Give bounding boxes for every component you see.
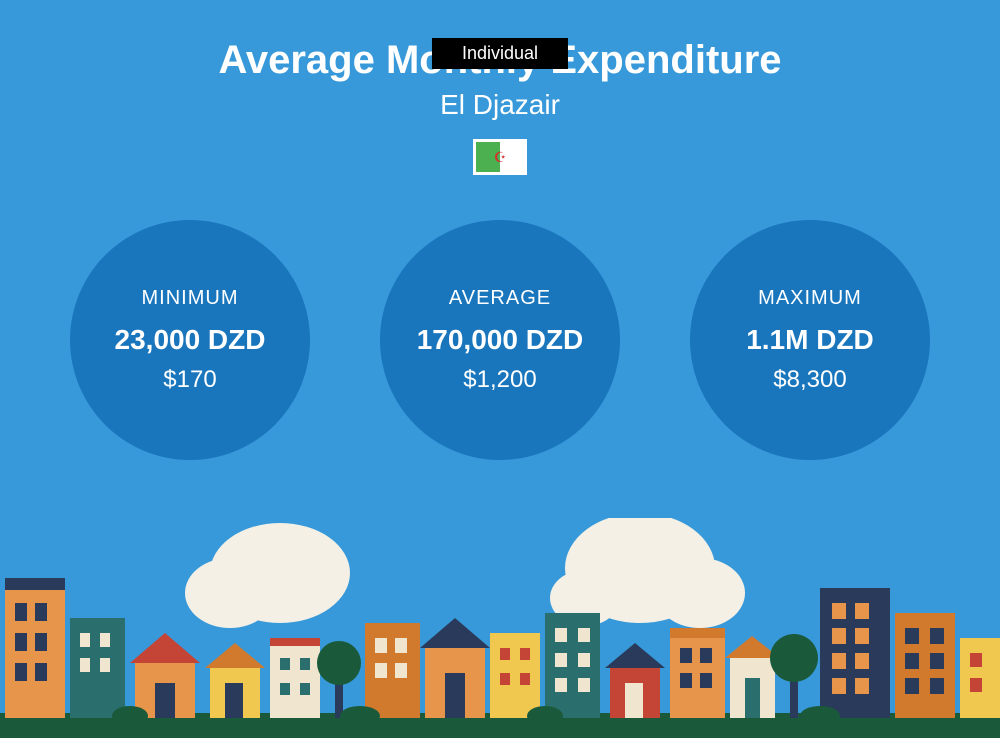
flag-container: ☪ <box>0 139 1000 175</box>
stats-row: MINIMUM 23,000 DZD $170 AVERAGE 170,000 … <box>0 220 1000 460</box>
stat-average: AVERAGE 170,000 DZD $1,200 <box>380 220 620 460</box>
stat-sub-value: $170 <box>163 366 216 394</box>
stat-maximum: MAXIMUM 1.1M DZD $8,300 <box>690 220 930 460</box>
stat-label: MAXIMUM <box>758 287 862 310</box>
stat-label: AVERAGE <box>449 287 551 310</box>
stat-sub-value: $8,300 <box>773 366 846 394</box>
category-badge: Individual <box>432 38 568 69</box>
flag-emblem-icon: ☪ <box>494 150 507 164</box>
stat-main-value: 170,000 DZD <box>417 324 584 356</box>
stat-minimum: MINIMUM 23,000 DZD $170 <box>70 220 310 460</box>
stat-main-value: 23,000 DZD <box>115 324 266 356</box>
stat-label: MINIMUM <box>142 287 239 310</box>
stat-sub-value: $1,200 <box>463 366 536 394</box>
stat-main-value: 1.1M DZD <box>746 324 874 356</box>
cityscape-illustration <box>0 518 1000 738</box>
location-subtitle: El Djazair <box>0 89 1000 121</box>
algeria-flag: ☪ <box>473 139 527 175</box>
